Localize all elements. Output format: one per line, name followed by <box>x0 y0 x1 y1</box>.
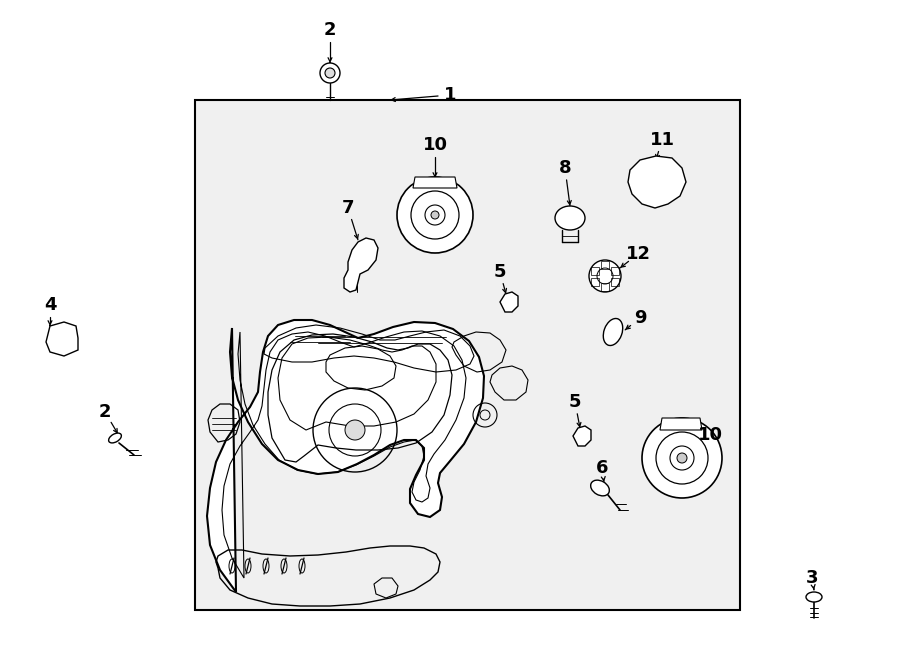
Text: 2: 2 <box>324 21 337 39</box>
Text: 5: 5 <box>494 263 506 281</box>
Text: 11: 11 <box>650 131 674 149</box>
Ellipse shape <box>109 433 122 443</box>
Polygon shape <box>628 156 686 208</box>
Text: 10: 10 <box>422 136 447 154</box>
Polygon shape <box>500 292 518 312</box>
Text: 7: 7 <box>342 199 355 217</box>
Circle shape <box>325 68 335 78</box>
Ellipse shape <box>603 319 623 346</box>
Polygon shape <box>46 322 78 356</box>
Circle shape <box>397 177 473 253</box>
Polygon shape <box>413 177 457 188</box>
Text: 10: 10 <box>698 426 723 444</box>
Ellipse shape <box>806 592 822 602</box>
Text: 8: 8 <box>559 159 572 177</box>
Text: 4: 4 <box>44 296 56 314</box>
Text: 2: 2 <box>99 403 112 421</box>
Polygon shape <box>660 418 702 430</box>
Text: 12: 12 <box>626 245 651 263</box>
Circle shape <box>677 453 687 463</box>
Polygon shape <box>207 320 484 592</box>
Polygon shape <box>344 238 378 292</box>
Ellipse shape <box>590 480 609 496</box>
Circle shape <box>345 420 365 440</box>
Ellipse shape <box>555 206 585 230</box>
Text: 5: 5 <box>569 393 581 411</box>
Circle shape <box>642 418 722 498</box>
Text: 9: 9 <box>634 309 646 327</box>
Circle shape <box>320 63 340 83</box>
Circle shape <box>431 211 439 219</box>
Polygon shape <box>573 426 591 446</box>
Circle shape <box>589 260 621 292</box>
Text: 3: 3 <box>806 569 818 587</box>
Bar <box>195 100 740 610</box>
Text: 6: 6 <box>596 459 608 477</box>
Text: 1: 1 <box>444 86 456 104</box>
